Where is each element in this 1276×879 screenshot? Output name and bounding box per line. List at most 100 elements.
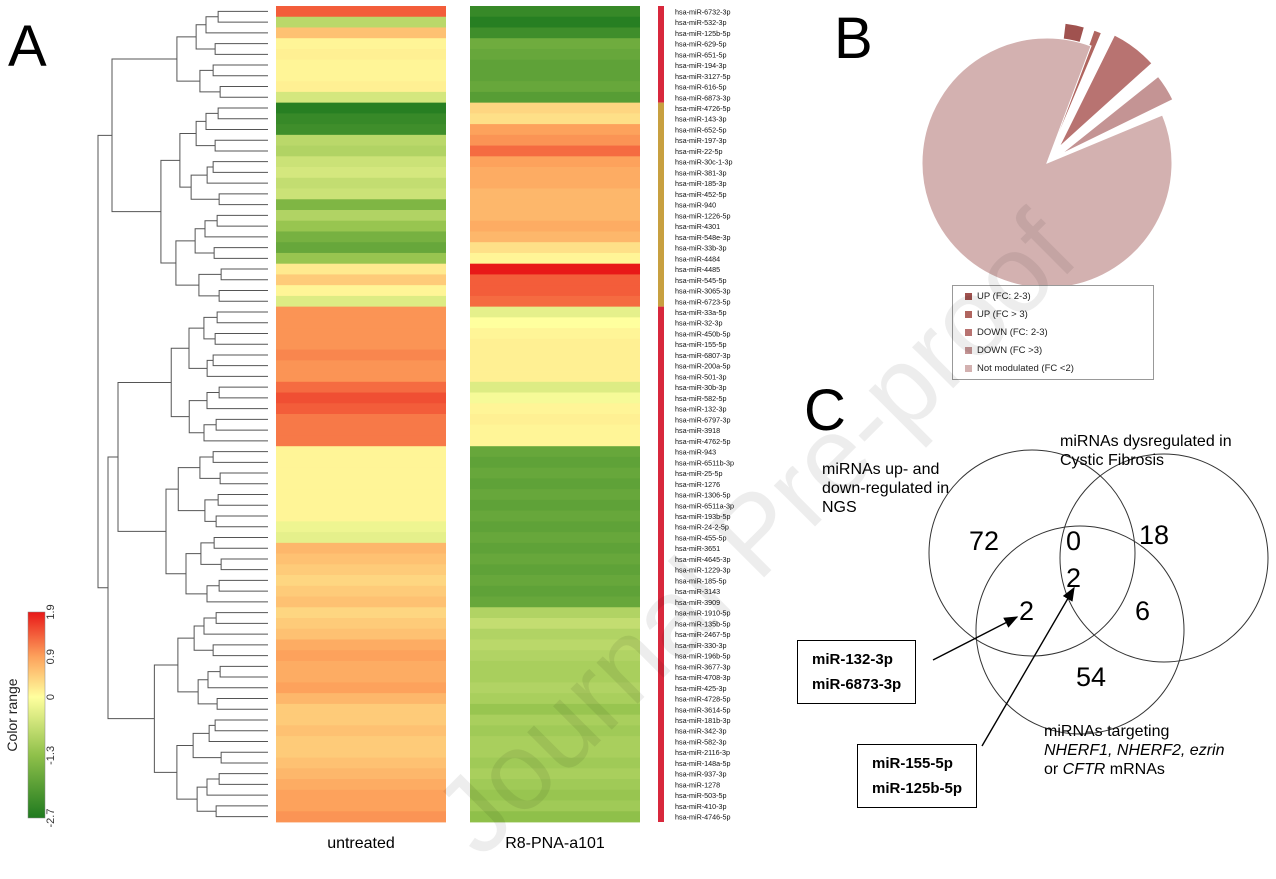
heatmap-cell-treated <box>470 91 640 104</box>
heatmap-cell-untreated <box>276 575 446 587</box>
heatmap-row-label: hsa-miR-455-5p <box>675 533 727 542</box>
heatmap-row-label: hsa-miR-943 <box>675 448 716 457</box>
venn-label-targeting-cftr: CFTR <box>1062 761 1106 778</box>
heatmap-cell-untreated <box>276 757 446 769</box>
heatmap-cell-treated <box>470 70 640 82</box>
pie-slice <box>1060 75 1174 155</box>
heatmap-cell-untreated <box>276 628 446 640</box>
heatmap-cell-treated <box>470 16 640 28</box>
venn-circle-cf <box>1059 453 1269 663</box>
heatmap-row-label: hsa-miR-3909 <box>675 598 720 607</box>
heatmap-cell-untreated <box>276 210 446 222</box>
heatmap-cell-untreated <box>276 48 446 61</box>
heatmap-cell-untreated <box>276 27 446 39</box>
heatmap-row-label: hsa-miR-135b-5p <box>675 619 731 628</box>
heatmap-row-label: hsa-miR-3065-3p <box>675 287 731 296</box>
venn-label-cf: miRNAs dysregulated in Cystic Fibrosis <box>1060 433 1232 469</box>
heatmap-row-label: hsa-miR-2467-5p <box>675 630 731 639</box>
heatmap-cell-treated <box>470 145 640 157</box>
heatmap-cell-treated <box>470 768 640 780</box>
heatmap-cell-treated <box>470 435 640 447</box>
heatmap-row-label: hsa-miR-452-5p <box>675 190 727 199</box>
heatmap-cell-treated <box>470 338 640 350</box>
heatmap-row-label: hsa-miR-3651 <box>675 544 720 553</box>
legend-item-down-2-3: DOWN (FC: 2-3) <box>965 327 1048 338</box>
venn-count-all-three: 2 <box>1066 563 1082 593</box>
heatmap-cell-untreated <box>276 456 446 469</box>
heatmap-cell-untreated <box>276 360 446 372</box>
heatmap-cell-untreated <box>276 542 446 554</box>
heatmap-cell-untreated <box>276 693 446 705</box>
legend-swatch <box>965 292 972 300</box>
heatmap-cell-treated <box>470 693 640 705</box>
heatmap-cell-treated <box>470 521 640 533</box>
colorbar-tick-label: 0.9 <box>45 649 57 664</box>
heatmap-cell-untreated <box>276 779 446 791</box>
cluster-bar-segment <box>658 102 664 307</box>
legend-swatch <box>965 310 972 318</box>
cluster-bar-segment <box>658 6 664 103</box>
venn-count-cf-only: 18 <box>1139 520 1170 550</box>
heatmap-cell-untreated <box>276 328 446 340</box>
heatmap-cell-treated <box>470 210 640 222</box>
heatmap-row-label: hsa-miR-4645-3p <box>675 555 731 564</box>
mirna-box-ngs-target: miR-132-3p miR-6873-3p <box>797 640 917 704</box>
venn-label-targeting-mrnas: mRNAs <box>1105 761 1165 778</box>
heatmap-row-label: hsa-miR-582-5p <box>675 394 727 403</box>
pie-slice <box>921 37 1173 289</box>
heatmap-cell-untreated <box>276 639 446 651</box>
figure-canvas: hsa-miR-6732-3p hsa-miR-532-3p hsa-miR-125… <box>4 6 1269 852</box>
heatmap-cell-untreated <box>276 746 446 758</box>
heatmap-cell-untreated <box>276 220 446 232</box>
heatmap-cell-untreated <box>276 371 446 383</box>
heatmap-cell-untreated <box>276 768 446 780</box>
arrow-to-ngs-target <box>932 616 1019 661</box>
heatmap-cell-untreated <box>276 682 446 694</box>
heatmap-cell-treated <box>470 263 640 275</box>
mirna-box-all-three: miR-155-5p miR-125b-5p <box>857 744 978 808</box>
heatmap-cell-treated <box>470 295 640 308</box>
venn-count-cf-target: 6 <box>1135 596 1151 626</box>
heatmap-cell-untreated <box>276 6 446 18</box>
heatmap-cell-treated <box>470 736 640 748</box>
panel-label-b: B <box>834 6 873 71</box>
legend-item-not-modulated: Not modulated (FC <2) <box>965 363 1074 374</box>
heatmap-row-label: hsa-miR-937-3p <box>675 770 727 779</box>
heatmap-cell-treated <box>470 360 640 372</box>
heatmap-cell-treated <box>470 703 640 716</box>
heatmap-cell-untreated <box>276 714 446 726</box>
heatmap-cell-untreated <box>276 199 446 211</box>
heatmap-row-label: hsa-miR-197-3p <box>675 136 727 145</box>
heatmap-cell-untreated <box>276 510 446 522</box>
heatmap-cell-treated <box>470 467 640 479</box>
heatmap-row-label: hsa-miR-6807-3p <box>675 351 731 360</box>
heatmap-cell-untreated <box>276 263 446 275</box>
heatmap-cell-treated <box>470 113 640 125</box>
panel-label-c: C <box>804 378 846 443</box>
heatmap-cell-treated <box>470 456 640 469</box>
heatmap-row-label: hsa-miR-194-3p <box>675 61 727 70</box>
heatmap-cell-untreated <box>276 306 446 318</box>
heatmap-row-label: hsa-miR-450b-5p <box>675 329 731 338</box>
venn-label-targeting: miRNAs targeting NHERF1, NHERF2, ezrin o… <box>1044 722 1276 779</box>
heatmap-row-label: hsa-miR-6511a-3p <box>675 501 734 510</box>
mirna-box-item: miR-132-3p <box>812 651 893 668</box>
heatmap-column-label-untreated: untreated <box>327 835 395 852</box>
heatmap-cell-untreated <box>276 124 446 136</box>
heatmap-row-label: hsa-miR-22-5p <box>675 147 723 156</box>
heatmap-row-label: hsa-miR-4301 <box>675 222 720 231</box>
heatmap-row-label: hsa-miR-4746-5p <box>675 813 731 822</box>
heatmap-row-label: hsa-miR-33b-3p <box>675 244 727 253</box>
mirna-box-item: miR-155-5p <box>872 755 953 772</box>
venn-count-ngs-only: 72 <box>969 526 1000 556</box>
heatmap-cell-treated <box>470 424 640 436</box>
heatmap-cell-untreated <box>276 252 446 265</box>
heatmap-row-label: hsa-miR-1306-5p <box>675 491 731 500</box>
heatmap-row-label: hsa-miR-629-5p <box>675 40 727 49</box>
venn-label-targeting-genes: NHERF1, NHERF2, ezrin <box>1044 742 1225 759</box>
heatmap-row-label: hsa-miR-4708-3p <box>675 673 731 682</box>
heatmap-cell-treated <box>470 811 640 823</box>
mirna-box-item: miR-125b-5p <box>872 780 963 797</box>
heatmap-row-label: hsa-miR-4728-5p <box>675 695 731 704</box>
panel-label-a: A <box>8 14 47 79</box>
